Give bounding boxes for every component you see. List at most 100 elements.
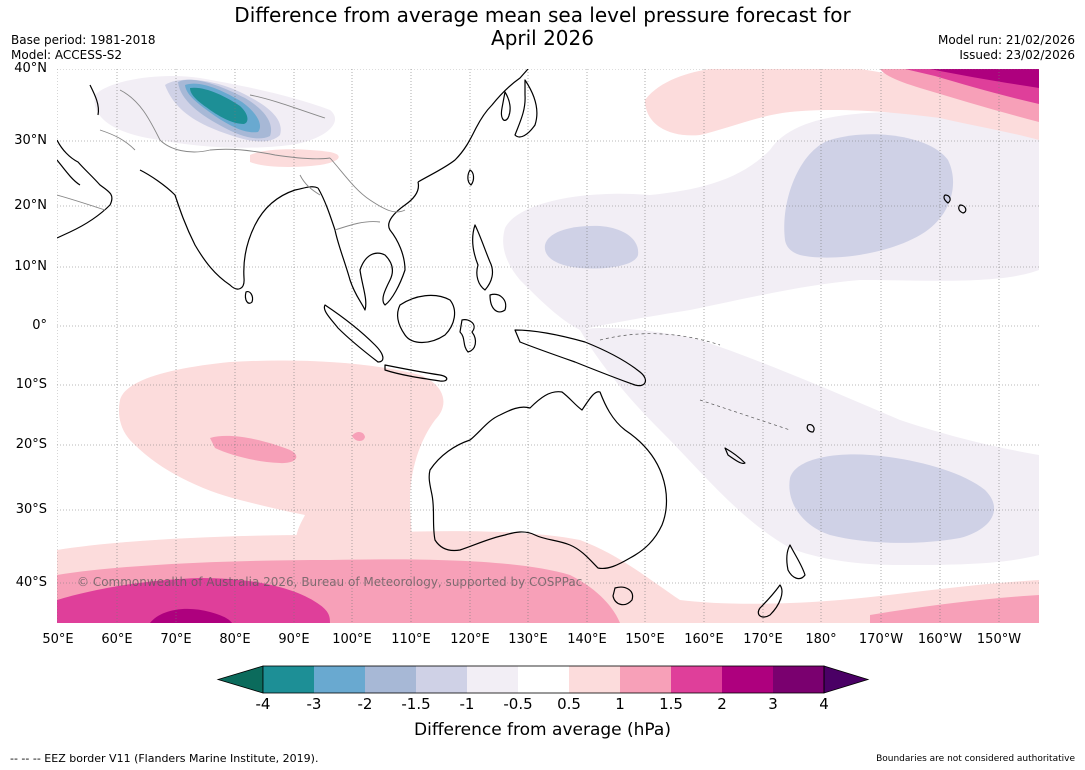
colorbar-label: Difference from average (hPa) [414,720,671,740]
coast-new-caledonia [724,447,746,465]
colorbar [216,665,870,694]
colorbar-tick: 1.5 [659,695,683,713]
anomaly-region-lavender-1 [784,134,954,258]
lon-label-50e: 50°E [42,632,74,647]
colorbar-tick: -4 [255,695,271,713]
coast-sulawesi [459,319,477,353]
lat-label-30s: 30°S [15,502,47,517]
coast-hawaii-2 [958,204,967,214]
coast-philippines [472,224,494,291]
coast-japan [514,79,538,138]
lon-label-160e: 160°E [684,632,724,647]
coast-java [384,364,448,382]
coast-borneo [396,294,456,344]
lat-label-0: 0° [32,318,47,333]
lat-label-30n: 30°N [14,133,47,148]
colorbar-swatch [722,666,773,693]
lon-label-120e: 120°E [450,632,490,647]
coast-australia [428,391,668,570]
title-line-2: April 2026 [491,26,594,50]
lon-label-170e: 170°E [743,632,783,647]
lon-label-150e: 150°E [625,632,665,647]
colorbar-swatch [569,666,620,693]
colorbar-extend-low [216,665,264,694]
colorbar-swatch [620,666,671,693]
anomaly-band-south-magenta [57,578,330,623]
colorbar-tick: 0.5 [557,695,581,713]
coast-hawaii [943,194,951,204]
coast-indochina [317,181,420,311]
coast-persian-gulf [57,159,81,186]
map-fill-layer [57,69,1039,623]
lon-label-70e: 70°E [160,632,192,647]
anomaly-region-tibet-pink [250,149,339,167]
coast-india [139,169,319,290]
boundaries-disclaimer: Boundaries are not considered authoritat… [876,754,1075,764]
colorbar-swatch [365,666,416,693]
lat-label-40s: 40°S [15,575,47,590]
coast-arabia [57,139,113,239]
colorbar-extend-high [823,665,870,694]
colorbar-tick: 2 [717,695,727,713]
colorbar-swatch [314,666,365,693]
graticule [57,69,1039,623]
anomaly-region-npac-darkmagenta [930,69,1039,88]
base-period: Base period: 1981-2018 [11,33,156,47]
anomaly-region-south-indian-magenta [210,435,297,464]
map-title: Difference from average mean sea level p… [0,4,1085,50]
coast-fiji [806,423,815,433]
lon-label-160w: 160°W [917,632,963,647]
colorbar-swatch [518,666,569,693]
coast-nz-south [757,584,783,618]
colorbar-swatch [263,666,314,693]
lat-label-10n: 10°N [14,259,47,274]
lat-label-20n: 20°N [14,198,47,213]
coast-mindanao [489,293,507,313]
anomaly-band-south-darkmagenta [150,608,232,623]
coast-sumatra [323,304,384,363]
colorbar-tick: -0.5 [503,695,533,713]
coast-tasmania [612,586,634,606]
colorbar-tick: -1.5 [401,695,431,713]
lon-label-140e: 140°E [567,632,607,647]
issued-date: Issued: 23/02/2026 [959,48,1075,62]
lon-label-90e: 90°E [278,632,310,647]
colorbar-tick: 3 [768,695,778,713]
anomaly-region-lavender-2 [544,225,639,269]
lon-label-80e: 80°E [219,632,251,647]
lon-label-150w: 150°W [976,632,1022,647]
anomaly-region-himalaya-teal [190,87,248,124]
colorbar-swatch [773,666,824,693]
lat-label-40n: 40°N [14,61,47,76]
lon-label-180: 180° [805,632,837,647]
model-name: Model: ACCESS-S2 [11,48,123,62]
lon-label-100e: 100°E [332,632,372,647]
copyright-notice: © Commonwealth of Australia 2026, Bureau… [77,575,583,589]
colorbar-tick: -1 [459,695,475,713]
colorbar-swatch [467,666,518,693]
colorbar-tick: 1 [615,695,625,713]
coast-china [417,69,529,183]
colorbar-tick: 4 [819,695,829,713]
coast-korea [500,91,511,121]
colorbar-swatch [671,666,722,693]
lon-label-110e: 110°E [391,632,431,647]
lon-label-60e: 60°E [101,632,133,647]
lat-label-10s: 10°S [15,377,47,392]
meta-left: Base period: 1981-2018 Model: ACCESS-S2 [11,33,156,63]
anomaly-region-lavender-3 [789,454,995,543]
eez-footnote: -- -- -- EEZ border V11 (Flanders Marine… [10,752,319,765]
colorbar-frame [262,665,825,694]
title-line-1: Difference from average mean sea level p… [234,3,851,27]
coast-sri-caspian [89,84,100,116]
coastlines [57,69,967,618]
anomaly-band-south-pink-east [870,595,1039,623]
model-run: Model run: 21/02/2026 [937,33,1075,47]
lon-label-170w: 170°W [858,632,904,647]
coast-srilanka [244,291,254,304]
colorbar-tick: -2 [357,695,373,713]
lon-label-130e: 130°E [508,632,548,647]
lat-label-20s: 20°S [15,437,47,452]
colorbar-tick: -3 [306,695,322,713]
